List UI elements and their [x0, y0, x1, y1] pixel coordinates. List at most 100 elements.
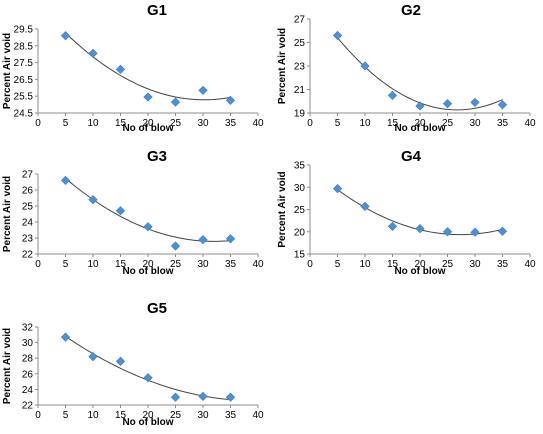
data-point	[170, 241, 181, 251]
y-tick-label: 30	[294, 183, 306, 194]
x-tick-label: 5	[335, 259, 341, 270]
y-axis-title: Percent Air void	[277, 28, 288, 104]
x-tick-label: 15	[387, 259, 399, 270]
x-tick-label: 15	[387, 118, 399, 129]
data-point	[415, 101, 425, 111]
x-tick-label: 30	[469, 259, 481, 270]
data-point	[360, 201, 370, 212]
x-axis-title: No of blow	[394, 266, 445, 277]
y-tick-label: 29.5	[14, 25, 34, 36]
y-tick-label: 25	[22, 202, 34, 213]
data-point	[115, 356, 126, 366]
x-tick-label: 0	[35, 259, 41, 270]
data-point	[60, 332, 71, 342]
x-tick-label: 35	[497, 118, 509, 129]
y-tick-label: 28	[22, 354, 34, 365]
chart-title: G2	[401, 2, 421, 19]
x-tick-label: 15	[115, 259, 127, 270]
chart-title: G4	[401, 148, 422, 165]
y-axis-title: Percent Air void	[2, 176, 13, 252]
data-point	[387, 90, 398, 100]
x-tick-label: 10	[87, 259, 99, 270]
x-tick-label: 10	[359, 118, 371, 129]
x-tick-label: 15	[115, 410, 127, 421]
data-point	[470, 97, 480, 108]
data-point	[60, 175, 71, 186]
x-tick-label: 0	[35, 118, 41, 129]
x-axis-title: No of blow	[122, 417, 173, 428]
y-axis-title: Percent Air void	[277, 171, 288, 247]
y-tick-label: 23	[22, 234, 34, 245]
y-tick-label: 24	[22, 385, 34, 396]
x-tick-label: 20	[414, 259, 426, 270]
x-tick-label: 35	[225, 118, 237, 129]
data-point	[442, 227, 453, 237]
chart-panel-g3: G3 0 5 10 15 20 25 30 35 40 22 23 24 25 26 27 No of blow…	[2, 148, 264, 277]
data-point	[198, 85, 208, 95]
y-tick-label: 19	[294, 109, 306, 120]
y-tick-label: 24	[22, 218, 34, 229]
data-point	[470, 227, 480, 237]
x-tick-label: 30	[469, 118, 481, 129]
x-tick-label: 30	[197, 259, 209, 270]
x-tick-label: 20	[142, 118, 154, 129]
x-tick-label: 35	[225, 410, 237, 421]
y-tick-label: 35	[294, 161, 306, 172]
y-tick-label: 32	[22, 323, 34, 334]
x-tick-label: 20	[142, 410, 154, 421]
data-point	[115, 64, 126, 74]
x-tick-label: 25	[170, 259, 182, 270]
y-tick-label: 20	[294, 227, 306, 238]
y-tick-label: 27.5	[14, 58, 34, 69]
y-tick-label: 25	[294, 205, 306, 216]
y-tick-label: 30	[22, 338, 34, 349]
y-tick-label: 22	[22, 250, 34, 261]
x-tick-label: 5	[63, 259, 69, 270]
trendline	[65, 177, 231, 242]
x-tick-label: 5	[63, 410, 69, 421]
x-tick-label: 0	[307, 118, 313, 129]
x-tick-label: 35	[497, 259, 509, 270]
x-tick-label: 5	[63, 118, 69, 129]
x-tick-label: 10	[87, 410, 99, 421]
x-tick-label: 40	[252, 118, 264, 129]
chart-panel-g5: G5 0 5 10 15 20 25 30 35 40 22 24 26 28 30 32 No of blow…	[2, 300, 264, 428]
data-point	[442, 98, 453, 109]
data-point	[387, 221, 398, 232]
y-tick-label: 25.5	[14, 92, 34, 103]
x-tick-label: 10	[87, 118, 99, 129]
data-point	[332, 183, 343, 194]
x-tick-label: 20	[414, 118, 426, 129]
y-tick-label: 27	[22, 170, 34, 181]
chart-title: G1	[147, 2, 167, 19]
chart-title: G5	[147, 300, 167, 317]
x-tick-label: 0	[307, 259, 313, 270]
data-point	[88, 194, 98, 205]
data-point	[143, 92, 153, 102]
data-point	[170, 97, 181, 107]
trendline	[65, 335, 231, 401]
x-tick-label: 15	[115, 118, 127, 129]
x-axis-title: No of blow	[122, 123, 173, 134]
x-tick-label: 25	[170, 118, 182, 129]
y-axis-title: Percent Air void	[2, 33, 13, 109]
y-tick-label: 21	[294, 85, 306, 96]
data-point	[60, 31, 71, 41]
x-tick-label: 25	[442, 259, 454, 270]
y-tick-label: 28.5	[14, 41, 34, 52]
y-tick-label: 26.5	[14, 75, 34, 86]
data-point	[225, 95, 236, 106]
y-tick-label: 23	[294, 62, 306, 73]
x-axis-title: No of blow	[394, 123, 445, 134]
data-point	[198, 234, 208, 245]
trendline	[337, 37, 503, 111]
chart-panel-g2: G2 0 5 10 15 20 25 30 35 40 19 21 23 25 27 No of blow Pe…	[277, 2, 536, 134]
data-point	[170, 392, 181, 402]
x-tick-label: 10	[359, 259, 371, 270]
x-tick-label: 40	[252, 410, 264, 421]
x-tick-label: 25	[170, 410, 182, 421]
x-axis-title: No of blow	[122, 266, 173, 277]
x-tick-label: 25	[442, 118, 454, 129]
x-tick-label: 30	[197, 118, 209, 129]
